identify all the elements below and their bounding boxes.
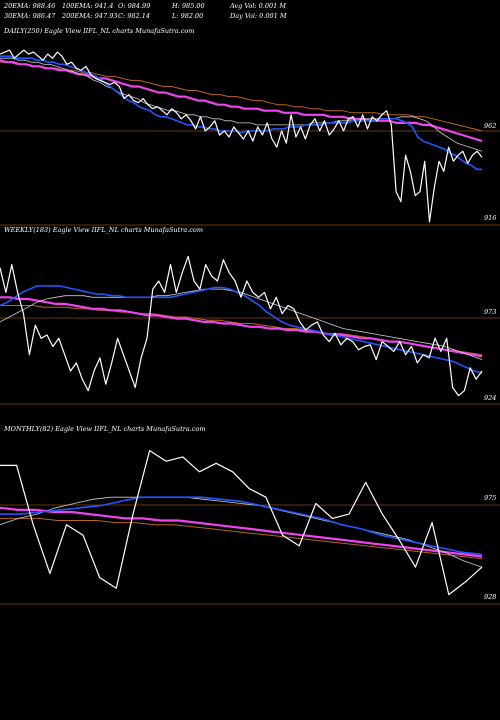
daily-price-label: 962: [484, 122, 496, 130]
weekly-ema-brown-line: [0, 305, 483, 356]
stat-ema30: 30EMA: 986.47: [4, 12, 56, 20]
stat-dayvol: Day Vol: 0.001 M: [230, 12, 287, 20]
daily-price-label: 916: [484, 214, 496, 222]
monthly-ema-fast-line: [0, 496, 483, 556]
weekly-price-label: 973: [484, 308, 496, 316]
stat-avgvol: Avg Vol: 0.001 M: [230, 2, 287, 10]
weekly-chart-title: WEEKLY(183) Eagle View IIFL_NL charts Mu…: [4, 226, 203, 234]
monthly-price-line: [0, 450, 483, 596]
weekly-price-line: [0, 255, 483, 397]
weekly-price-label: 924: [484, 394, 496, 402]
daily-ema-slow-line: [0, 59, 483, 143]
monthly-price-label: 975: [484, 494, 496, 502]
monthly-ema-brown-line: [0, 517, 483, 560]
daily-ema-white-line: [0, 57, 483, 152]
weekly-ema-slow-line: [0, 296, 483, 358]
weekly-ema-fast-line: [0, 285, 483, 374]
stat-high: H: 985.00: [172, 2, 205, 10]
stat-low: L: 982.00: [172, 12, 204, 20]
stat-ema200: 200EMA: 947.93: [62, 12, 118, 20]
monthly-price-label: 928: [484, 593, 496, 601]
daily-price-line: [0, 49, 483, 223]
stat-ema20: 20EMA: 988.46: [4, 2, 56, 10]
stat-open: O: 984.99: [118, 2, 151, 10]
monthly-chart-title: MONTHLY(82) Eagle View IIFL_NL charts Mu…: [4, 425, 206, 433]
daily-chart-title: DAILY(250) Eagle View IIFL_NL charts Mun…: [4, 27, 195, 35]
monthly-ema-white-line: [0, 496, 483, 568]
daily-ema-brown-line: [0, 61, 483, 132]
monthly-ema-slow-line: [0, 506, 483, 558]
stat-ema100: 100EMA: 941.4: [62, 2, 114, 10]
stat-close: C: 982.14: [118, 12, 150, 20]
weekly-ema-white-line: [0, 288, 483, 360]
